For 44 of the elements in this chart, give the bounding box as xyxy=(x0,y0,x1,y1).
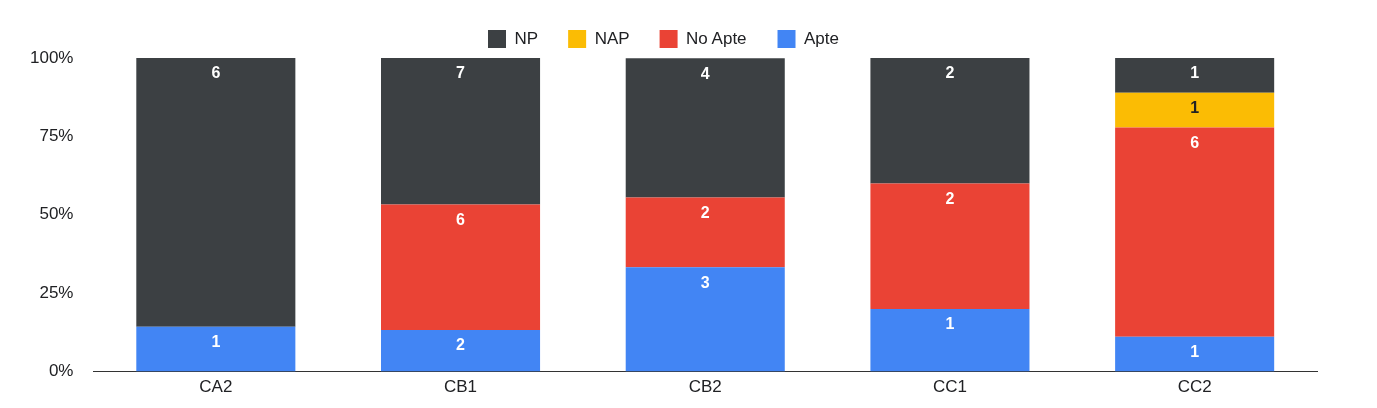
bar xyxy=(870,183,1030,309)
annotation: 2 xyxy=(945,64,955,82)
annotation: 1 xyxy=(1190,343,1200,361)
bar xyxy=(1115,92,1275,128)
legend-label: No Apte xyxy=(686,28,747,48)
bar xyxy=(381,329,541,372)
bar xyxy=(870,308,1030,372)
bar xyxy=(136,326,296,372)
legend-label: NAP xyxy=(594,28,630,48)
y-tick-label: 25% xyxy=(39,282,74,302)
x-tick-label: CB1 xyxy=(444,377,478,397)
y-tick-label: 100% xyxy=(30,47,74,67)
annotation: 6 xyxy=(1190,134,1200,152)
x-tick-label: CC1 xyxy=(932,377,967,397)
annotation: 1 xyxy=(1190,64,1200,82)
x-tick-label: CB2 xyxy=(688,377,722,397)
annotation: 7 xyxy=(456,64,466,82)
annotation: 1 xyxy=(211,333,221,351)
bar xyxy=(1115,336,1275,372)
y-tick-label: 50% xyxy=(39,204,74,224)
x-tick-label: CA2 xyxy=(199,377,233,397)
annotation: 1 xyxy=(1190,99,1200,117)
annotation: 6 xyxy=(456,210,466,228)
bar xyxy=(625,197,785,268)
bar xyxy=(870,58,1030,184)
annotation: 6 xyxy=(211,64,221,82)
bar xyxy=(625,58,785,198)
x-tick-label: CC2 xyxy=(1177,377,1212,397)
y-tick-label: 0% xyxy=(48,361,74,381)
annotation: 3 xyxy=(700,273,710,291)
y-tick-label: 75% xyxy=(39,126,74,146)
annotation: 1 xyxy=(945,315,955,333)
annotation: 2 xyxy=(456,336,466,354)
bar xyxy=(625,267,785,372)
legend-label: NP xyxy=(514,28,539,48)
legend-label: Apte xyxy=(804,28,839,48)
bar xyxy=(381,58,541,205)
bar xyxy=(1115,127,1275,337)
annotation: 2 xyxy=(945,189,955,207)
annotation: 2 xyxy=(700,203,710,221)
annotation: 4 xyxy=(700,64,710,82)
bar xyxy=(381,204,541,330)
bar xyxy=(1115,58,1275,93)
bar xyxy=(136,58,296,327)
